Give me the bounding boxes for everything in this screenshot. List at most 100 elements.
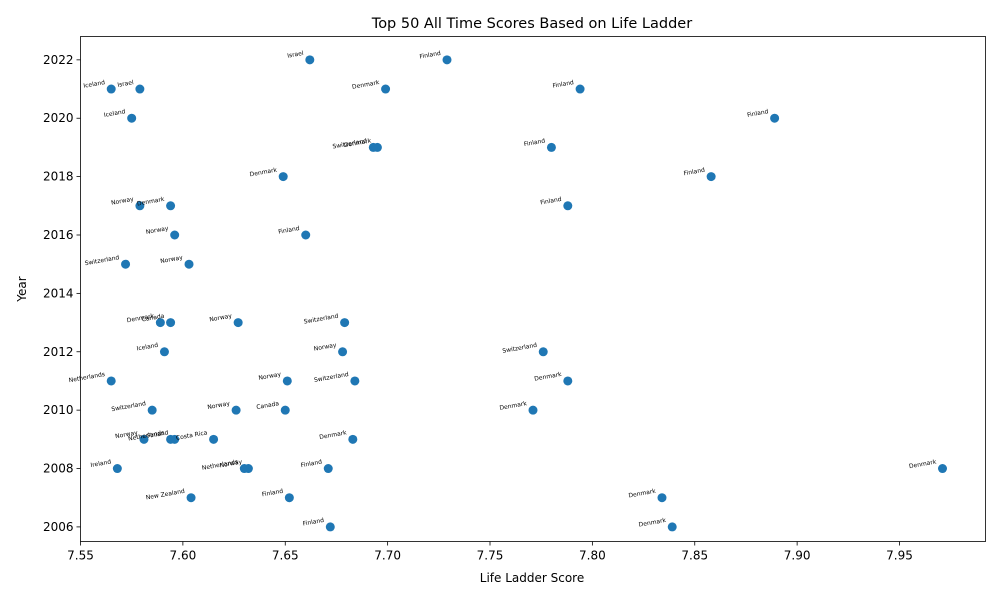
data-point: [368, 142, 378, 152]
data-point-label: Finland: [747, 108, 770, 119]
data-point: [338, 347, 348, 357]
data-point: [106, 376, 116, 386]
x-tick-label: 7.80: [579, 549, 606, 563]
x-tick-label: 7.55: [67, 549, 94, 563]
data-point-label: Denmark: [628, 488, 657, 500]
y-axis: 2006 2008 2010 2012 2014 2016 2018 2020 2022: [43, 53, 81, 534]
data-points: [106, 55, 948, 532]
y-tick-label: 2008: [43, 462, 74, 476]
data-point: [528, 405, 538, 415]
data-point-label: Iceland: [103, 108, 126, 119]
data-point-label: Finland: [540, 196, 563, 207]
data-point-label: Norway: [209, 313, 233, 324]
data-point: [155, 318, 165, 328]
data-point-label: Denmark: [908, 459, 937, 471]
data-point-label: Finland: [147, 429, 170, 440]
data-point-label: Israel: [287, 50, 305, 60]
data-point: [166, 434, 176, 444]
data-point-label: Norway: [160, 254, 184, 265]
data-point: [706, 172, 716, 182]
data-point: [301, 230, 311, 240]
y-axis-label: Year: [15, 276, 29, 302]
data-point: [575, 84, 585, 94]
data-point-label: Norway: [258, 371, 282, 382]
data-point-label: Canada: [256, 400, 280, 411]
data-point-label: Denmark: [638, 517, 667, 529]
x-tick-label: 7.70: [374, 549, 401, 563]
data-point: [546, 142, 556, 152]
data-point-label: Denmark: [534, 371, 563, 383]
data-point: [147, 405, 157, 415]
data-point: [139, 434, 149, 444]
data-point-label: Finland: [300, 459, 323, 470]
data-point-label: Denmark: [352, 79, 381, 91]
data-point-label: Denmark: [343, 137, 372, 149]
x-tick-label: 7.60: [170, 549, 197, 563]
y-tick-label: 2016: [43, 228, 74, 242]
data-point: [938, 464, 948, 474]
data-point: [770, 113, 780, 123]
data-point: [209, 434, 219, 444]
data-point-label: Norway: [207, 400, 231, 411]
data-point: [667, 522, 677, 532]
plot-area: [80, 36, 986, 542]
data-point: [231, 405, 241, 415]
data-point-label: Finland: [261, 488, 284, 499]
data-point-label: Iceland: [136, 342, 159, 353]
data-point-label: Denmark: [126, 313, 155, 325]
data-point: [184, 259, 194, 269]
data-point-label: Finland: [419, 50, 442, 61]
data-point: [280, 405, 290, 415]
data-point: [278, 172, 288, 182]
data-point: [166, 318, 176, 328]
data-point: [657, 493, 667, 503]
data-point: [340, 318, 350, 328]
y-tick-label: 2014: [43, 286, 74, 300]
data-point-label: Denmark: [499, 400, 528, 412]
data-point: [233, 318, 243, 328]
data-point-label: Norway: [219, 459, 243, 470]
data-point: [348, 434, 358, 444]
y-tick-label: 2006: [43, 520, 74, 534]
data-point-label: Finland: [552, 79, 575, 90]
x-tick-label: 7.95: [886, 549, 913, 563]
data-point: [350, 376, 360, 386]
data-point-label: Denmark: [137, 196, 166, 208]
data-point: [239, 464, 249, 474]
data-point: [170, 230, 180, 240]
data-point: [325, 522, 335, 532]
y-tick-label: 2020: [43, 111, 74, 125]
data-point: [112, 464, 122, 474]
data-point: [166, 201, 176, 211]
data-point: [106, 84, 116, 94]
data-point-label: Finland: [523, 137, 546, 148]
data-point-label: Denmark: [249, 167, 278, 179]
data-point-label: Israel: [117, 79, 135, 89]
data-point-label: Ireland: [90, 459, 112, 470]
x-tick-label: 7.65: [272, 549, 299, 563]
x-tick-label: 7.75: [477, 549, 504, 563]
x-axis-label: Life Ladder Score: [480, 571, 584, 585]
data-point: [127, 113, 137, 123]
data-point: [538, 347, 548, 357]
data-point: [135, 201, 145, 211]
x-tick-label: 7.90: [784, 549, 811, 563]
x-axis: 7.55 7.60 7.65 7.70 7.75 7.80 7.85 7.90 7.95: [67, 541, 913, 563]
data-point-label: Iceland: [83, 79, 106, 90]
y-tick-label: 2010: [43, 403, 74, 417]
y-tick-label: 2012: [43, 345, 74, 359]
data-point: [186, 493, 196, 503]
data-point-label: Finland: [683, 167, 706, 178]
y-tick-label: 2022: [43, 53, 74, 67]
data-point: [323, 464, 333, 474]
data-point: [305, 55, 315, 65]
data-point: [284, 493, 294, 503]
data-point-label: Norway: [145, 225, 169, 236]
data-point: [563, 376, 573, 386]
data-point: [442, 55, 452, 65]
data-point-label: Norway: [115, 429, 139, 440]
data-point: [121, 259, 131, 269]
x-tick-label: 7.85: [681, 549, 708, 563]
chart-title: Top 50 All Time Scores Based on Life Lad…: [371, 16, 692, 32]
